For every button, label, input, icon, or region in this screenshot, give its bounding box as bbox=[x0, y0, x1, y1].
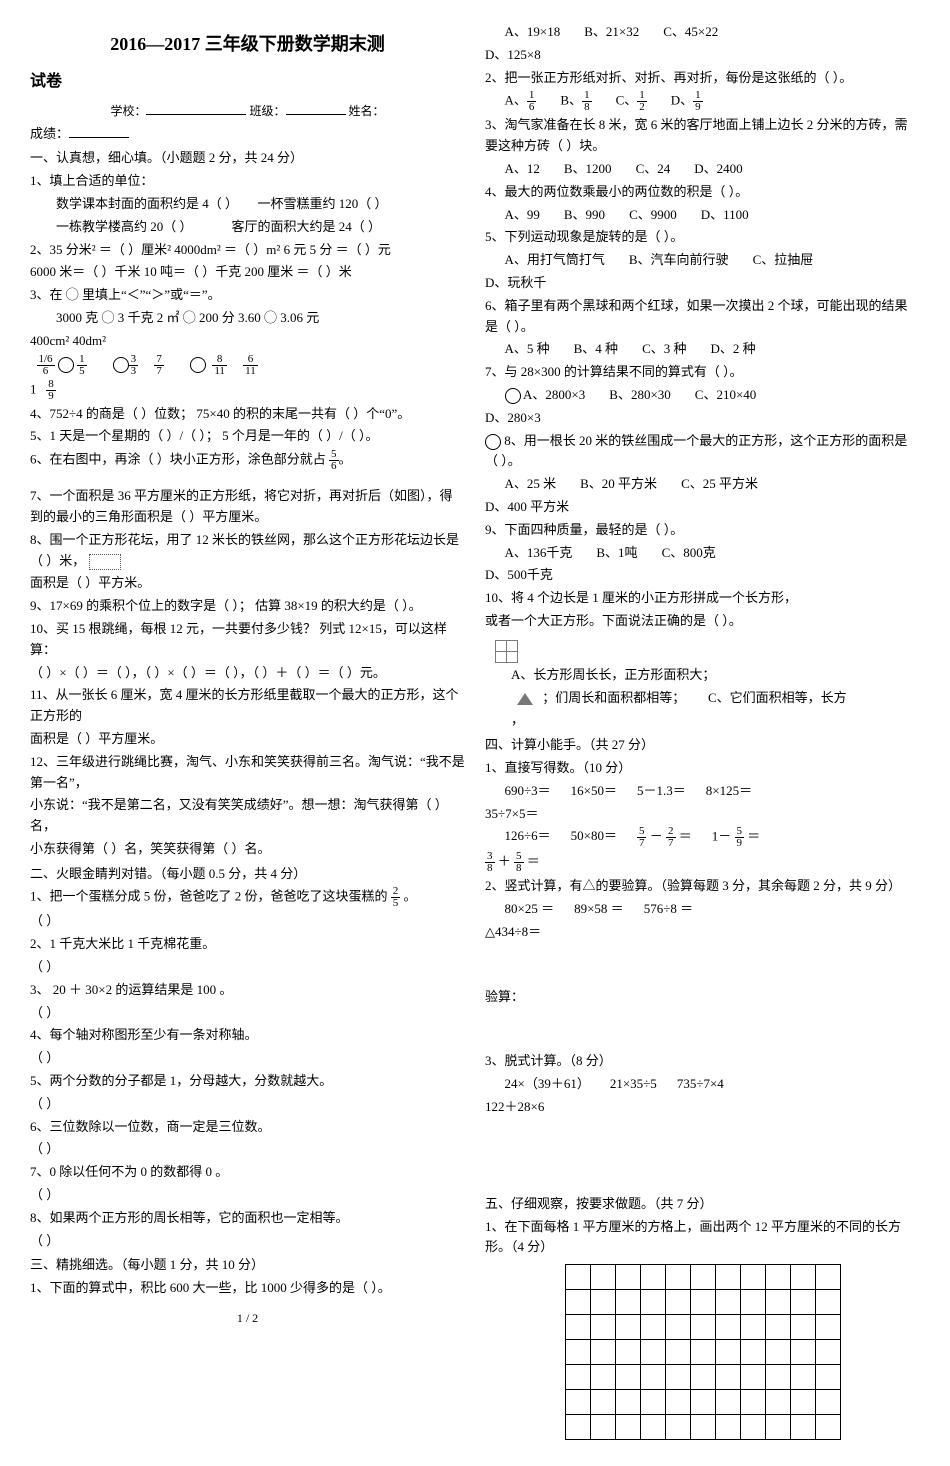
s3-q8: 8、用一根长 20 米的铁丝围成一个最大的正方形，这个正方形的面积是（ ）。 bbox=[485, 431, 920, 473]
s1-q1-stem: 1、填上合适的单位： bbox=[30, 171, 465, 192]
tf-blank: （ ） bbox=[30, 957, 465, 978]
tf-item: 3、 20 ＋ 30×2 的运算结果是 100 。 bbox=[30, 980, 465, 1001]
s1-q3: 3、在 ◯ 里填上“＜”“＞”或“＝”。 bbox=[30, 285, 465, 306]
s3-q6: 6、箱子里有两个黑球和两个红球，如果一次摸出 2 个球，可能出现的结果是（ ）。 bbox=[485, 296, 920, 338]
s1-q4: 4、752÷4 的商是（ ）位数； 75×40 的积的末尾一共有（ ）个“0”。 bbox=[30, 404, 465, 425]
tf-item: 6、三位数除以一位数，商一定是三位数。 bbox=[30, 1117, 465, 1138]
s3-q1: 1、下面的算式中，积比 600 大一些，比 1000 少得多的是（ ）。 bbox=[30, 1278, 465, 1299]
rect-figure-q8 bbox=[89, 554, 121, 570]
section-3-title: 三、精挑细选。（每小题 1 分，共 10 分） bbox=[30, 1255, 465, 1276]
tf-blank: （ ） bbox=[30, 1185, 465, 1206]
tf-blank: （ ） bbox=[30, 1139, 465, 1160]
page-number: 1 / 2 bbox=[30, 1309, 465, 1328]
left-column: 2016—2017 三年级下册数学期末测 试卷 学校： 班级： 姓名： 成绩： … bbox=[30, 20, 465, 1446]
s1-q10: 10、买 15 根跳绳，每根 12 元，一共要付多少钱？ 列式 12×15，可以… bbox=[30, 619, 465, 661]
s3-q2: 2、把一张正方形纸对折、对折、再对折，每份是这张纸的（ ）。 bbox=[485, 68, 920, 89]
s3-q7: 7、与 28×300 的计算结果不同的算式有（ ）。 bbox=[485, 362, 920, 383]
tf-blank: （ ） bbox=[30, 1048, 465, 1069]
s3-q2-opts: A、16 B、18 C、12 D、19 bbox=[505, 90, 921, 113]
section-4-title: 四、计算小能手。（共 27 分） bbox=[485, 735, 920, 756]
s3-q3: 3、淘气家准备在长 8 米，宽 6 米的客厅地面上铺上边长 2 分米的方砖，需要… bbox=[485, 115, 920, 157]
student-info-line: 学校： 班级： 姓名： bbox=[30, 102, 465, 121]
score-line: 成绩： bbox=[30, 124, 465, 145]
s1-q12: 12、三年级进行跳绳比赛，淘气、小东和笑笑获得前三名。淘气说：“我不是第一名”， bbox=[30, 752, 465, 794]
tf-item: 8、如果两个正方形的周长相等，它的面积也一定相等。 bbox=[30, 1208, 465, 1229]
answer-grid bbox=[485, 1264, 920, 1440]
s3-q10: 10、将 4 个边长是 1 厘米的小正方形拼成一个长方形， bbox=[485, 588, 920, 609]
s1-q2: 2、35 分米² ＝（ ）厘米² 4000dm² ＝（ ）m² 6 元 5 分 … bbox=[30, 240, 465, 261]
tf-blank: （ ） bbox=[30, 1094, 465, 1115]
tf-item: 7、0 除以任何不为 0 的数都得 0 。 bbox=[30, 1162, 465, 1183]
triangle-icon bbox=[517, 693, 533, 705]
s3-q5: 5、下列运动现象是旋转的是（ ）。 bbox=[485, 227, 920, 248]
s1-q5: 5、1 天是一个星期的（ ）/（ ）； 5 个月是一年的（ ）/（ ）。 bbox=[30, 426, 465, 447]
tf-blank: （ ） bbox=[30, 1231, 465, 1252]
s1-q9: 9、17×69 的乘积个位上的数字是（ ）； 估算 38×19 的积大约是（ ）… bbox=[30, 596, 465, 617]
s1-q6: 6、在右图中，再涂（ ）块小正方形，涂色部分就占 56。 bbox=[30, 449, 465, 472]
section-2-title: 二、火眼金睛判对错。（每小题 0.5 分，共 4 分） bbox=[30, 864, 465, 885]
exam-title: 2016—2017 三年级下册数学期末测 bbox=[30, 30, 465, 59]
tf-blank: （ ） bbox=[30, 1003, 465, 1024]
s1-q11: 11、从一张长 6 厘米，宽 4 厘米的长方形纸里截取一个最大的正方形，这个正方… bbox=[30, 685, 465, 727]
paper-label: 试卷 bbox=[30, 69, 465, 95]
s3-q9: 9、下面四种质量，最轻的是（ ）。 bbox=[485, 520, 920, 541]
s4-p2: 2、竖式计算，有△的要验算。（验算每题 3 分，其余每题 2 分，共 9 分） bbox=[485, 876, 920, 897]
section-2-items: 2、1 千克大米比 1 千克棉花重。（ ）3、 20 ＋ 30×2 的运算结果是… bbox=[30, 934, 465, 1251]
section-5-title: 五、仔细观察，按要求做题。（共 7 分） bbox=[485, 1194, 920, 1215]
verify-label: 验算： bbox=[485, 987, 920, 1008]
s2-q1: 1、把一个蛋糕分成 5 份，爸爸吃了 2 份，爸爸吃了这块蛋糕的 25 。 bbox=[30, 886, 465, 909]
s1-q7: 7、一个面积是 36 平方厘米的正方形纸，将它对折，再对折后（如图），得到的最小… bbox=[30, 486, 465, 528]
s4-p3: 3、脱式计算。（8 分） bbox=[485, 1051, 920, 1072]
s1-q8: 8、围一个正方形花坛，用了 12 米长的铁丝网，那么这个正方形花坛边长是（ ）米… bbox=[30, 530, 465, 572]
tf-item: 4、每个轴对称图形至少有一条对称轴。 bbox=[30, 1025, 465, 1046]
s1-q3-fractions: 1/66 15 33 77 811 611 bbox=[30, 354, 465, 377]
s3-q4: 4、最大的两位数乘最小的两位数的积是（ ）。 bbox=[485, 182, 920, 203]
s4-p1: 1、直接写得数。（10 分） bbox=[485, 758, 920, 779]
s5-q1: 1、在下面每格 1 平方厘米的方格上，画出两个 12 平方厘米的不同的长方形。（… bbox=[485, 1217, 920, 1259]
grid-figure-q10b bbox=[495, 640, 518, 663]
tf-item: 5、两个分数的分子都是 1，分母越大，分数就越大。 bbox=[30, 1071, 465, 1092]
section-1-title: 一、认真想，细心填。（小题题 2 分，共 24 分） bbox=[30, 148, 465, 169]
s3-q1-opts: A、19×18B、21×32 C、45×22 bbox=[505, 22, 921, 43]
right-column: A、19×18B、21×32 C、45×22 D、125×8 2、把一张正方形纸… bbox=[485, 20, 920, 1446]
tf-item: 2、1 千克大米比 1 千克棉花重。 bbox=[30, 934, 465, 955]
